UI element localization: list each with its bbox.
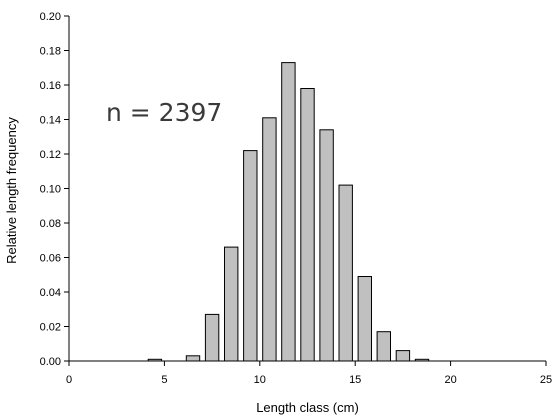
bar-16.5 <box>376 331 392 362</box>
x-tick-label: 15 <box>349 374 361 386</box>
y-tick-label: 0.20 <box>40 11 61 23</box>
y-tick-label: 0.14 <box>40 115 61 127</box>
sample-size-annotation: n = 2397 <box>106 98 222 127</box>
y-tick-label: 0.18 <box>40 46 61 58</box>
bar-14.5 <box>338 184 353 362</box>
y-tick-label: 0.16 <box>40 80 61 92</box>
bar-13.5 <box>319 129 334 362</box>
bar-10.5 <box>262 117 277 362</box>
bar-11.5 <box>281 62 296 362</box>
x-tick-label: 0 <box>66 374 72 386</box>
bar-7.5 <box>204 313 220 362</box>
axes-group: 0.00 0.02 0.04 0.06 0.08 0.10 0.12 0.14 0.16 0.18… <box>40 11 553 386</box>
y-tick-label: 0.04 <box>40 287 61 299</box>
x-tick-label: 25 <box>540 374 552 386</box>
y-tick-label: 0.10 <box>40 184 61 196</box>
y-tick-label: 0.12 <box>40 149 61 161</box>
y-tick-label: 0.08 <box>40 218 61 230</box>
bar-9.5 <box>243 150 258 362</box>
x-tick-label: 10 <box>254 374 266 386</box>
x-tick-label: 20 <box>444 374 456 386</box>
bar-6.5 <box>185 355 201 362</box>
y-tick-label: 0.02 <box>40 322 61 334</box>
bar-15.5 <box>357 276 373 362</box>
y-tick-label: 0.00 <box>40 356 61 368</box>
bar-12.5 <box>300 88 315 362</box>
bar-8.5 <box>224 246 239 362</box>
x-tick-label: 5 <box>161 374 167 386</box>
bar-17.5 <box>395 350 411 362</box>
y-axis-title: Relative length frequency <box>4 117 19 264</box>
x-axis-title: Length class (cm) <box>256 400 359 415</box>
bars-group <box>147 62 430 362</box>
y-tick-label: 0.06 <box>40 253 61 265</box>
